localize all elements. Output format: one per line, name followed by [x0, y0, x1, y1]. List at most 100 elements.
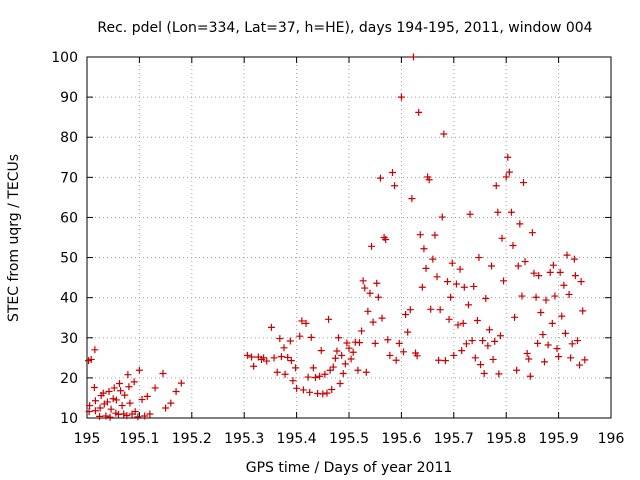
- data-point: [488, 262, 496, 270]
- data-point: [496, 332, 504, 340]
- y-tick-label: 70: [60, 170, 78, 186]
- data-point: [420, 245, 428, 253]
- data-point: [110, 384, 118, 392]
- data-point: [444, 278, 452, 286]
- data-point: [304, 373, 312, 381]
- data-point: [427, 305, 435, 313]
- data-point: [90, 384, 98, 392]
- data-point: [413, 352, 421, 360]
- data-point: [270, 354, 278, 362]
- data-point: [281, 370, 289, 378]
- data-point: [392, 356, 400, 364]
- y-tick-label: 60: [60, 210, 78, 226]
- data-point: [441, 357, 449, 365]
- data-point: [477, 361, 485, 369]
- data-point: [458, 347, 466, 355]
- data-point: [118, 402, 126, 410]
- data-point: [292, 364, 300, 372]
- data-point: [498, 234, 506, 242]
- data-point: [335, 334, 343, 342]
- data-point: [500, 277, 508, 285]
- data-point: [102, 412, 110, 420]
- data-point: [91, 346, 99, 354]
- data-point: [440, 130, 448, 138]
- data-point: [130, 378, 138, 386]
- data-point: [126, 399, 134, 407]
- data-point: [468, 337, 476, 345]
- data-point: [284, 353, 292, 361]
- data-point: [117, 387, 125, 395]
- data-point: [556, 268, 564, 276]
- x-tick-label: 195.5: [329, 431, 369, 447]
- data-point: [273, 368, 281, 376]
- data-point: [482, 294, 490, 302]
- data-point: [532, 293, 540, 301]
- data-point: [135, 366, 143, 374]
- data-point: [115, 380, 123, 388]
- data-point: [540, 358, 548, 366]
- data-point: [138, 396, 146, 404]
- data-point: [561, 329, 569, 337]
- data-point: [567, 354, 575, 362]
- data-point: [277, 353, 285, 361]
- data-point: [418, 283, 426, 291]
- data-point: [311, 373, 319, 381]
- data-point: [473, 317, 481, 325]
- data-point: [494, 208, 502, 216]
- data-point: [509, 242, 517, 250]
- data-point: [366, 289, 374, 297]
- data-point: [159, 369, 167, 377]
- data-point: [345, 344, 353, 352]
- data-point: [395, 339, 403, 347]
- data-point: [504, 153, 512, 161]
- data-point: [521, 258, 529, 266]
- data-point: [355, 339, 363, 347]
- data-point: [448, 259, 456, 267]
- data-point: [325, 315, 333, 323]
- data-point: [286, 337, 294, 345]
- data-point: [134, 413, 142, 421]
- data-point: [399, 348, 407, 356]
- data-point: [107, 405, 115, 413]
- x-tick-labels: 195 195.1 195.2 195.3 195.4 195.5 195.6 195.7 19…: [74, 431, 625, 447]
- data-point: [371, 339, 379, 347]
- data-point: [406, 306, 414, 314]
- data-point: [528, 229, 536, 237]
- data-point: [514, 262, 522, 270]
- x-tick-label: 195: [74, 431, 101, 447]
- data-point: [553, 345, 561, 353]
- data-point: [316, 372, 324, 380]
- data-point: [462, 340, 470, 348]
- y-axis-label: STEC from uqrg / TECUs: [6, 154, 22, 322]
- data-point: [349, 348, 357, 356]
- data-point: [91, 397, 99, 405]
- data-point: [323, 389, 331, 397]
- x-tick-label: 195.4: [277, 431, 317, 447]
- data-point: [293, 384, 301, 392]
- data-point: [454, 321, 462, 329]
- data-point: [546, 268, 554, 276]
- data-point: [120, 410, 128, 418]
- data-point: [341, 360, 349, 368]
- data-point: [459, 319, 467, 327]
- data-point: [391, 182, 399, 190]
- data-point: [131, 408, 139, 416]
- data-point: [577, 278, 585, 286]
- data-point: [123, 412, 131, 420]
- grid-lines: [87, 57, 611, 418]
- data-point: [491, 337, 499, 345]
- data-point: [248, 353, 256, 361]
- data-point: [464, 301, 472, 309]
- data-point: [121, 391, 129, 399]
- data-point: [86, 402, 94, 410]
- x-tick-label: 196: [598, 431, 625, 447]
- data-point: [425, 176, 433, 184]
- data-point: [299, 386, 307, 394]
- data-point: [243, 351, 251, 359]
- data-point: [570, 255, 578, 263]
- data-point: [373, 279, 381, 287]
- data-point: [416, 231, 424, 239]
- data-point: [302, 319, 310, 327]
- data-point: [354, 366, 362, 374]
- y-tick-labels: 10 20 30 40 50 60 70 80 90 100: [51, 50, 78, 427]
